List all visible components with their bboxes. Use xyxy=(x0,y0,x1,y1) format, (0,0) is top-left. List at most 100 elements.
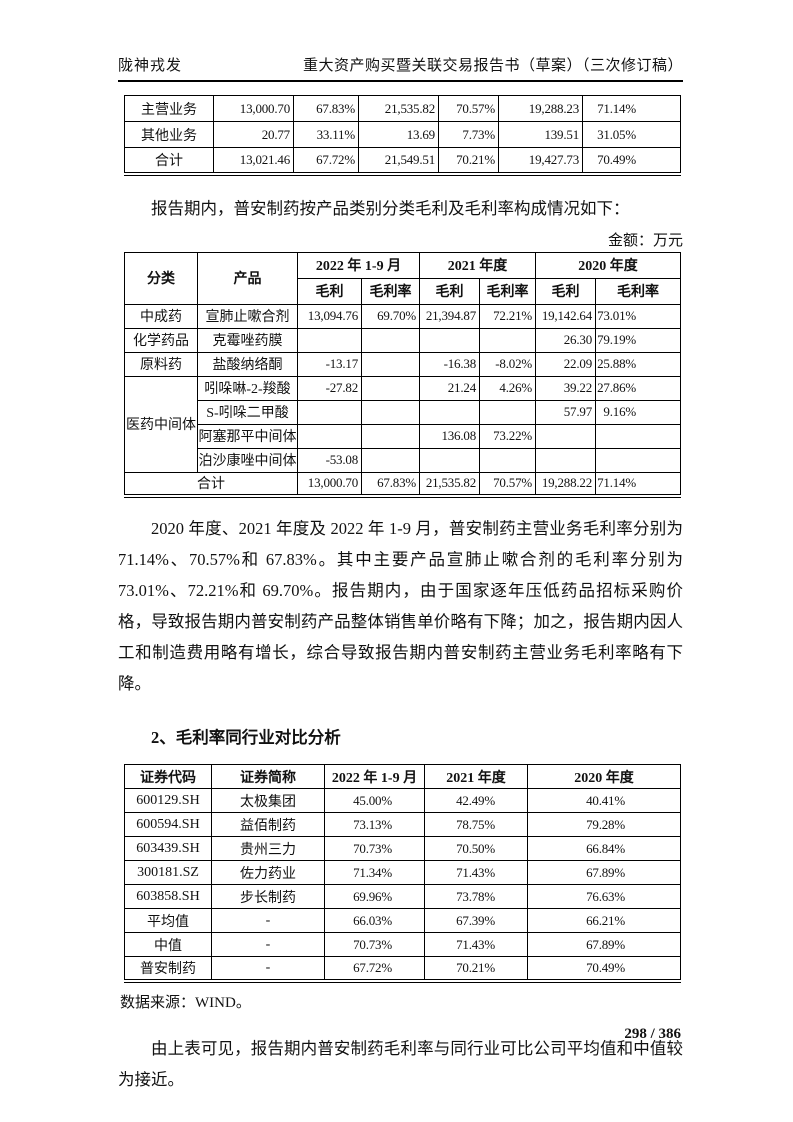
value-cell: 13,000.70 xyxy=(213,95,294,122)
value-cell: 71.34% xyxy=(324,860,425,885)
code-cell: 603858.SH xyxy=(124,884,212,909)
value-cell: 13,094.76 xyxy=(297,303,362,329)
gross-margin-subheader: 毛利率 xyxy=(360,277,421,305)
value-cell: 70.73% xyxy=(324,932,425,957)
table-row: 300181.SZ 佐力药业 71.34% 71.43% 67.89% xyxy=(124,860,681,885)
median-row: 中值 - 70.73% 71.43% 67.89% xyxy=(124,932,681,957)
value-cell: 71.14% xyxy=(595,471,682,498)
period-header: 2022 年 1-9 月 xyxy=(296,251,421,279)
table-subheader-row: 毛利 毛利率 毛利 毛利率 毛利 毛利率 xyxy=(125,277,682,305)
table-row: 主营业务 13,000.70 67.83% 21,535.82 70.57% 1… xyxy=(124,95,681,122)
gross-margin-subheader: 毛利率 xyxy=(595,277,682,305)
value-cell xyxy=(419,327,481,353)
name-cell: 步长制药 xyxy=(211,884,325,909)
table-header-row: 证券代码 证券简称 2022 年 1-9 月 2021 年度 2020 年度 xyxy=(124,764,681,789)
value-cell: 39.22 xyxy=(535,375,597,401)
code-column-header: 证券代码 xyxy=(124,764,212,789)
value-cell: 69.70% xyxy=(360,303,421,329)
value-cell xyxy=(595,447,682,473)
product-cell: 泊沙康唑中间体 xyxy=(197,447,298,473)
value-cell: 25.88% xyxy=(595,351,682,377)
value-cell: -27.82 xyxy=(297,375,362,401)
intro-paragraph: 报告期内，普安制药按产品类别分类毛利及毛利率构成情况如下： xyxy=(151,198,630,218)
name-cell: - xyxy=(211,932,325,957)
value-cell: 70.73% xyxy=(324,836,425,861)
table-row: 其他业务 20.77 33.11% 13.69 7.73% 139.51 31.… xyxy=(124,121,681,148)
value-cell xyxy=(360,423,421,449)
name-cell: - xyxy=(211,956,325,983)
value-cell: 73.01% xyxy=(595,303,682,329)
table-row: S-吲哚二甲酸 57.97 9.16% xyxy=(125,399,682,425)
code-cell: 603439.SH xyxy=(124,836,212,861)
value-cell: 67.39% xyxy=(424,908,528,933)
gross-margin-subheader: 毛利率 xyxy=(479,277,537,305)
value-cell: 73.78% xyxy=(424,884,528,909)
value-cell: 21,535.82 xyxy=(358,95,439,122)
code-cell: 普安制药 xyxy=(124,956,212,983)
value-cell: 27.86% xyxy=(595,375,682,401)
value-cell xyxy=(360,375,421,401)
document-title: 重大资产购买暨关联交易报告书（草案）（三次修订稿） xyxy=(302,58,683,74)
value-cell: 73.13% xyxy=(324,812,425,837)
period-header: 2020 年度 xyxy=(535,251,682,279)
value-cell: 67.72% xyxy=(324,956,425,983)
value-cell: 79.19% xyxy=(595,327,682,353)
value-cell: 76.63% xyxy=(527,884,681,909)
value-cell: 4.26% xyxy=(479,375,537,401)
table-row: 603439.SH 贵州三力 70.73% 70.50% 66.84% xyxy=(124,836,681,861)
product-cell: 吲哚啉-2-羧酸 xyxy=(197,375,298,401)
product-cell: 宣肺止嗽合剂 xyxy=(197,303,298,329)
gross-profit-subheader: 毛利 xyxy=(297,277,362,305)
row-label-cell: 主营业务 xyxy=(124,95,214,122)
category-cell: 医药中间体 xyxy=(124,375,198,473)
table-row: 600129.SH 太极集团 45.00% 42.49% 40.41% xyxy=(124,788,681,813)
name-cell: 佐力药业 xyxy=(211,860,325,885)
value-cell xyxy=(419,399,481,425)
value-cell: 13.69 xyxy=(358,121,439,148)
value-cell: 136.08 xyxy=(419,423,481,449)
value-cell: 67.83% xyxy=(360,471,421,498)
table-header-row: 分类 产品 2022 年 1-9 月 2021 年度 2020 年度 xyxy=(124,251,682,305)
value-cell: 40.41% xyxy=(527,788,681,813)
value-cell: 67.83% xyxy=(293,95,359,122)
value-cell: 42.49% xyxy=(424,788,528,813)
product-cell: 克霉唑药膜 xyxy=(197,327,298,353)
value-cell: -53.08 xyxy=(297,447,362,473)
period-header: 2020 年度 xyxy=(527,764,681,789)
category-column-header: 分类 xyxy=(124,251,198,305)
value-cell: 19,427.73 xyxy=(498,147,583,176)
total-label-cell: 合计 xyxy=(124,471,298,498)
value-cell xyxy=(479,399,537,425)
company-row: 普安制药 - 67.72% 70.21% 70.49% xyxy=(124,956,681,983)
value-cell: 70.57% xyxy=(479,471,537,498)
value-cell: 67.89% xyxy=(527,932,681,957)
value-cell: 13,021.46 xyxy=(213,147,294,176)
value-cell: 20.77 xyxy=(213,121,294,148)
value-cell: 67.89% xyxy=(527,860,681,885)
average-row: 平均值 - 66.03% 67.39% 66.21% xyxy=(124,908,681,933)
value-cell: 79.28% xyxy=(527,812,681,837)
row-label-cell: 其他业务 xyxy=(124,121,214,148)
period-header: 2022 年 1-9 月 xyxy=(324,764,425,789)
value-cell: -13.17 xyxy=(297,351,362,377)
table-row: 化学药品 克霉唑药膜 26.30 79.19% xyxy=(124,327,682,353)
value-cell xyxy=(297,399,362,425)
value-cell: 22.09 xyxy=(535,351,597,377)
value-cell xyxy=(297,423,362,449)
code-cell: 平均值 xyxy=(124,908,212,933)
analysis-paragraph: 2020 年度、2021 年度及 2022 年 1-9 月，普安制药主营业务毛利… xyxy=(118,519,683,693)
value-cell: 21,394.87 xyxy=(419,303,481,329)
value-cell xyxy=(297,327,362,353)
value-cell xyxy=(360,327,421,353)
value-cell: 70.50% xyxy=(424,836,528,861)
company-name: 陇神戎发 xyxy=(118,58,183,74)
table-row: 中成药 宣肺止嗽合剂 13,094.76 69.70% 21,394.87 72… xyxy=(124,303,682,329)
value-cell: 19,288.22 xyxy=(535,471,597,498)
category-cell: 化学药品 xyxy=(124,327,198,353)
value-cell xyxy=(595,423,682,449)
name-column-header: 证券简称 xyxy=(211,764,325,789)
value-cell: 70.21% xyxy=(424,956,528,983)
value-cell: 9.16% xyxy=(595,399,682,425)
code-cell: 600594.SH xyxy=(124,812,212,837)
